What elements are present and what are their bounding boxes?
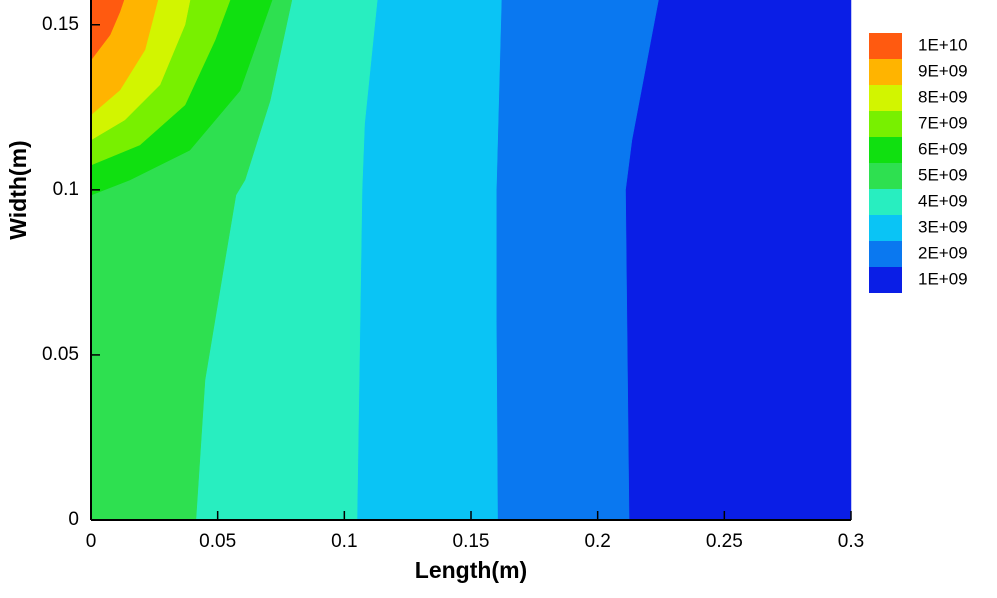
legend-label: 4E+09 — [918, 191, 968, 210]
legend-label: 1E+09 — [918, 269, 968, 288]
x-tick-label: 0.05 — [199, 531, 236, 552]
legend-swatch — [869, 163, 902, 189]
x-tick-label: 0 — [86, 531, 97, 552]
y-axis-title: Width(m) — [5, 140, 31, 239]
legend-swatch — [869, 267, 902, 293]
x-tick-label: 0.25 — [706, 531, 743, 552]
legend-label: 1E+10 — [918, 35, 968, 54]
legend-label: 9E+09 — [918, 61, 968, 80]
legend-label: 6E+09 — [918, 139, 968, 158]
legend-swatch — [869, 215, 902, 241]
legend-swatch — [869, 59, 902, 85]
x-tick-label: 0.3 — [838, 531, 864, 552]
y-tick-label: 0.05 — [42, 344, 79, 365]
legend-swatch — [869, 189, 902, 215]
y-tick-label: 0.1 — [53, 179, 79, 200]
y-tick-label: 0 — [68, 509, 79, 530]
legend-swatch — [869, 85, 902, 111]
legend-label: 5E+09 — [918, 165, 968, 184]
y-tick-label: 0.15 — [42, 14, 79, 35]
legend-label: 7E+09 — [918, 113, 968, 132]
legend-label: 8E+09 — [918, 87, 968, 106]
x-tick-label: 0.15 — [453, 531, 490, 552]
legend-label: 2E+09 — [918, 243, 968, 262]
x-axis-title: Length(m) — [415, 557, 527, 583]
x-tick-label: 0.1 — [331, 531, 357, 552]
legend-label: 3E+09 — [918, 217, 968, 236]
legend-swatch — [869, 33, 902, 59]
legend-swatch — [869, 241, 902, 267]
legend-swatch — [869, 137, 902, 163]
x-tick-label: 0.2 — [584, 531, 610, 552]
legend-swatch — [869, 111, 902, 137]
